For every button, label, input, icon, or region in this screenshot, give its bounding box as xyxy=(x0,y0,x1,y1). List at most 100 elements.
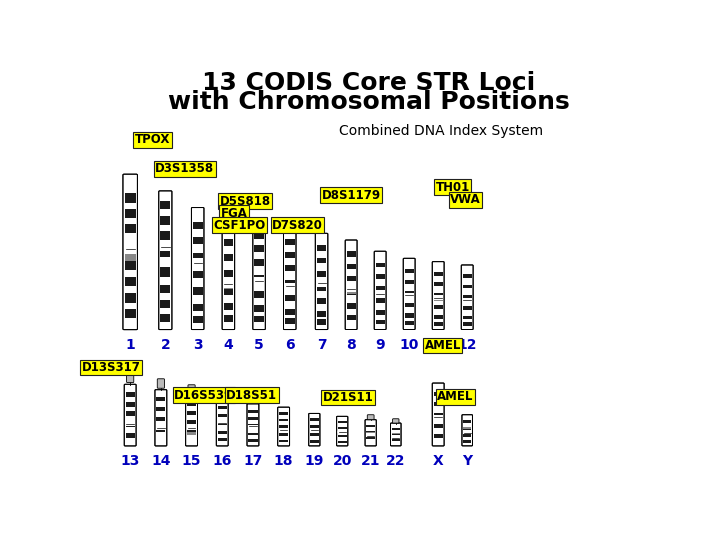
Bar xyxy=(317,245,326,251)
Bar xyxy=(462,315,472,319)
FancyBboxPatch shape xyxy=(253,221,266,329)
Bar xyxy=(248,433,258,435)
Bar xyxy=(193,303,202,310)
Bar xyxy=(160,267,171,276)
FancyBboxPatch shape xyxy=(188,385,195,394)
Bar xyxy=(317,311,326,316)
Bar xyxy=(433,293,443,297)
Bar xyxy=(462,285,472,288)
Bar xyxy=(160,201,171,210)
FancyBboxPatch shape xyxy=(432,383,444,446)
Bar xyxy=(248,424,258,428)
Bar xyxy=(156,397,166,401)
Bar xyxy=(285,252,294,258)
Bar xyxy=(160,232,171,240)
Bar xyxy=(187,430,196,434)
Bar xyxy=(376,262,384,267)
Bar xyxy=(316,280,327,287)
Bar xyxy=(254,316,264,322)
Bar xyxy=(223,254,233,261)
Bar xyxy=(192,258,203,267)
Bar xyxy=(404,293,414,298)
Bar xyxy=(433,402,443,407)
Bar xyxy=(346,264,356,269)
Text: 11: 11 xyxy=(428,338,448,352)
Bar xyxy=(279,418,288,421)
Bar xyxy=(285,295,294,301)
Bar xyxy=(463,435,472,437)
FancyBboxPatch shape xyxy=(157,379,164,388)
Bar xyxy=(156,407,166,411)
Bar xyxy=(156,417,166,421)
Text: 13 CODIS Core STR Loci: 13 CODIS Core STR Loci xyxy=(202,71,536,95)
Text: 2: 2 xyxy=(161,338,170,352)
Bar xyxy=(338,441,346,443)
Text: D13S317: D13S317 xyxy=(82,361,140,374)
Bar xyxy=(279,428,289,431)
Text: AMEL: AMEL xyxy=(437,390,474,403)
Bar xyxy=(223,226,233,233)
Bar xyxy=(217,406,227,409)
Text: 17: 17 xyxy=(243,454,263,468)
Bar xyxy=(338,421,346,423)
Bar xyxy=(248,417,258,420)
Bar xyxy=(279,412,288,415)
Bar xyxy=(317,319,326,325)
Bar xyxy=(405,291,414,295)
Text: 8: 8 xyxy=(346,338,356,352)
Bar xyxy=(125,411,135,416)
Bar xyxy=(124,244,136,254)
Bar xyxy=(376,286,384,291)
Text: TH01: TH01 xyxy=(436,180,470,193)
Bar xyxy=(254,305,264,312)
Bar xyxy=(346,315,356,320)
Bar xyxy=(338,435,346,437)
Bar xyxy=(462,295,472,299)
Bar xyxy=(223,239,233,246)
Bar xyxy=(223,284,233,289)
Bar xyxy=(125,193,136,202)
Text: D3S1358: D3S1358 xyxy=(156,162,215,176)
Bar xyxy=(405,269,414,273)
Text: 20: 20 xyxy=(333,454,352,468)
Text: D8S1179: D8S1179 xyxy=(322,189,381,202)
FancyBboxPatch shape xyxy=(125,384,136,446)
FancyBboxPatch shape xyxy=(309,414,320,446)
Bar xyxy=(279,440,288,442)
Bar xyxy=(285,239,294,245)
Text: 15: 15 xyxy=(182,454,202,468)
FancyBboxPatch shape xyxy=(403,258,415,329)
Bar xyxy=(125,242,136,252)
FancyBboxPatch shape xyxy=(337,416,348,446)
Bar xyxy=(125,224,136,233)
Bar xyxy=(187,402,196,406)
Bar xyxy=(160,285,171,293)
Text: D18S51: D18S51 xyxy=(226,389,277,402)
Text: D7S820: D7S820 xyxy=(272,219,323,232)
Bar xyxy=(366,426,375,427)
FancyBboxPatch shape xyxy=(345,240,357,329)
Bar xyxy=(346,286,356,292)
Text: 1: 1 xyxy=(125,338,135,352)
Bar xyxy=(254,245,264,252)
Bar xyxy=(463,441,472,443)
Bar xyxy=(125,422,135,426)
FancyBboxPatch shape xyxy=(432,262,444,329)
Text: 12: 12 xyxy=(457,338,477,352)
Bar xyxy=(253,277,264,285)
Bar xyxy=(366,437,375,439)
Bar xyxy=(284,282,295,290)
Bar xyxy=(125,209,136,218)
Bar xyxy=(217,437,227,441)
Bar xyxy=(160,249,171,258)
Bar xyxy=(405,303,414,307)
FancyBboxPatch shape xyxy=(192,207,204,329)
Bar xyxy=(217,422,227,426)
Bar xyxy=(310,429,319,431)
Bar xyxy=(125,392,135,397)
Text: 16: 16 xyxy=(212,454,232,468)
FancyBboxPatch shape xyxy=(462,265,473,329)
Bar xyxy=(433,272,443,275)
Bar xyxy=(338,427,346,429)
Bar xyxy=(346,289,356,294)
